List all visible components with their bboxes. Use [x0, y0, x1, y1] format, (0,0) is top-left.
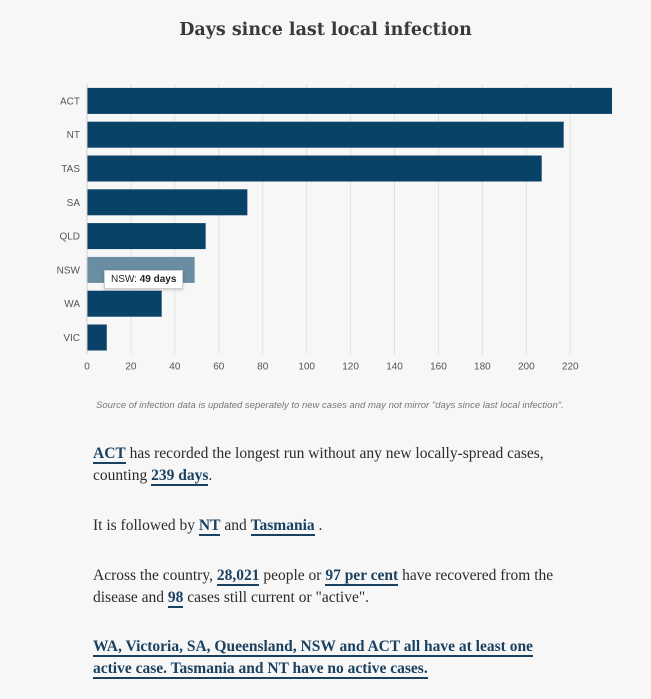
y-tick-label: NT [67, 130, 80, 141]
link-recovered-percent[interactable]: 97 per cent [325, 567, 399, 586]
x-tick-label: 140 [386, 361, 403, 372]
p1-text2: . [208, 467, 213, 484]
tooltip-value: 49 days [139, 274, 177, 285]
y-tick-label: ACT [60, 96, 80, 107]
x-tick-label: 100 [298, 361, 315, 372]
p2-text3: . [314, 517, 323, 534]
x-tick-label: 200 [518, 361, 535, 372]
link-239-days[interactable]: 239 days [151, 467, 209, 486]
y-tick-label: SA [67, 198, 81, 209]
p3-text2: people or [259, 567, 326, 584]
bar-vic [87, 324, 107, 351]
bar-act [87, 87, 612, 114]
p3-text3: have recovered from the disease and [93, 567, 554, 606]
y-tick-label: QLD [59, 232, 80, 243]
chart-title: Days since last local infection [179, 20, 472, 40]
x-tick-label: 60 [213, 361, 225, 372]
p2-text2: and [220, 517, 251, 534]
link-recovered-count[interactable]: 28,021 [216, 567, 260, 586]
x-tick-label: 80 [257, 361, 269, 372]
p1-text1: has recorded the longest run without any… [93, 445, 544, 484]
paragraph-longest-run: ACT has recorded the longest run without… [93, 443, 563, 487]
y-tick-label: VIC [63, 333, 80, 344]
bar-tas [87, 155, 542, 182]
y-tick-label: WA [64, 299, 80, 310]
bar-chart: 0 20 40 60 80 100 120 140 160 180 200 220 ACT NT TAS SA… [57, 84, 612, 372]
y-tick-label: NSW [57, 265, 81, 276]
paragraph-active-cases: WA, Victoria, SA, Queensland, NSW and AC… [93, 636, 563, 680]
bar-nt [87, 121, 564, 148]
link-active-cases-summary[interactable]: WA, Victoria, SA, Queensland, NSW and AC… [93, 638, 533, 679]
p3-text4: cases still current or "active". [183, 589, 370, 606]
paragraph-followed-by: It is followed by NT and Tasmania . [93, 515, 563, 537]
tooltip-label: NSW: [111, 274, 137, 285]
x-tick-label: 40 [169, 361, 181, 372]
p3-text1: Across the country, [93, 567, 217, 584]
link-tasmania[interactable]: Tasmania [250, 517, 315, 536]
link-active-cases[interactable]: 98 [167, 589, 184, 608]
link-act[interactable]: ACT [93, 445, 126, 464]
x-tick-label: 0 [84, 361, 90, 372]
x-tick-label: 220 [562, 361, 579, 372]
x-tick-label: 180 [474, 361, 491, 372]
chart-tooltip: NSW: 49 days [104, 270, 184, 289]
paragraph-recovered: Across the country, 28,021 people or 97 … [93, 565, 563, 609]
bar-wa [87, 290, 162, 317]
x-tick-label: 20 [125, 361, 137, 372]
y-tick-label: TAS [61, 164, 80, 175]
source-note: Source of infection data is updated sepe… [96, 400, 564, 411]
link-nt[interactable]: NT [198, 517, 221, 536]
p2-text1: It is followed by [93, 517, 199, 534]
bar-qld [87, 223, 206, 250]
x-tick-label: 120 [342, 361, 359, 372]
bar-sa [87, 189, 248, 216]
x-tick-label: 160 [430, 361, 447, 372]
